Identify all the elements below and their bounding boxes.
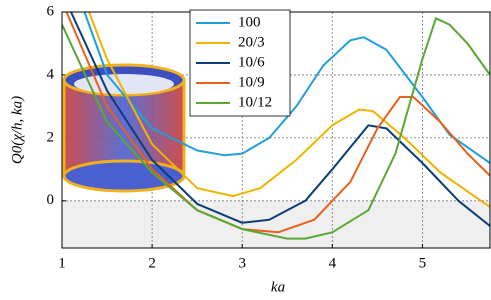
y-axis-label: Q0(χ/h, ka) [9,96,25,164]
legend-label: 10/6 [238,54,265,70]
x-tick-label: 1 [58,255,66,271]
legend-label: 20/3 [238,34,265,50]
x-tick-label: 2 [148,255,156,271]
legend: 100 20/3 10/6 10/9 10/12 [189,9,291,117]
series-line [62,17,490,240]
y-tick-label: 2 [47,129,55,145]
series-line [88,12,490,208]
labels: 1 2 3 4 5 0 2 4 6 [47,3,427,271]
series-line [83,12,490,164]
series-line [65,12,490,234]
y-tick-label: 4 [47,66,55,82]
x-axis-label: ka [271,279,285,295]
legend-label: 100 [238,14,261,30]
x-tick-label: 3 [238,255,246,271]
legend-label: 10/9 [238,74,265,90]
series-line [70,12,490,227]
y-tick-label: 0 [47,192,55,208]
negative-region [62,200,490,248]
y-tick-label: 6 [47,3,55,19]
legend-label: 10/12 [238,94,272,110]
x-tick-label: 4 [329,255,337,271]
x-tick-label: 5 [419,255,427,271]
